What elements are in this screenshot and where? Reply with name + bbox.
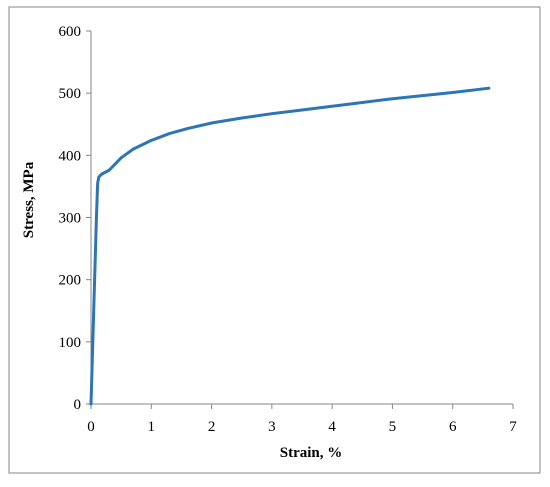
y-axis: 0 100 200 300 400 500 600 [59, 24, 92, 413]
y-tick-label: 500 [59, 86, 82, 102]
chart-frame [8, 6, 541, 474]
y-tick-label: 300 [59, 211, 82, 227]
x-tick-label: 4 [328, 419, 336, 435]
y-tick-label: 200 [59, 273, 82, 289]
x-tick-label: 3 [268, 419, 276, 435]
x-tick-label: 7 [509, 419, 517, 435]
series-line-0 [89, 86, 491, 406]
x-tick-label: 6 [449, 419, 457, 435]
x-tick-label: 1 [148, 419, 156, 435]
series-group [89, 86, 491, 406]
y-tick-label: 100 [59, 335, 82, 351]
x-tick-label: 5 [389, 419, 397, 435]
x-tick-label: 2 [208, 419, 216, 435]
y-tick-label: 600 [59, 24, 82, 40]
x-axis-title: Strain, % [280, 445, 343, 461]
y-tick-label: 0 [74, 397, 82, 413]
y-tick-label: 400 [59, 148, 82, 164]
x-axis: 0 1 2 3 4 5 6 7 [87, 403, 517, 435]
y-axis-title: Stress, MPa [21, 161, 37, 238]
x-tick-label: 0 [87, 419, 95, 435]
